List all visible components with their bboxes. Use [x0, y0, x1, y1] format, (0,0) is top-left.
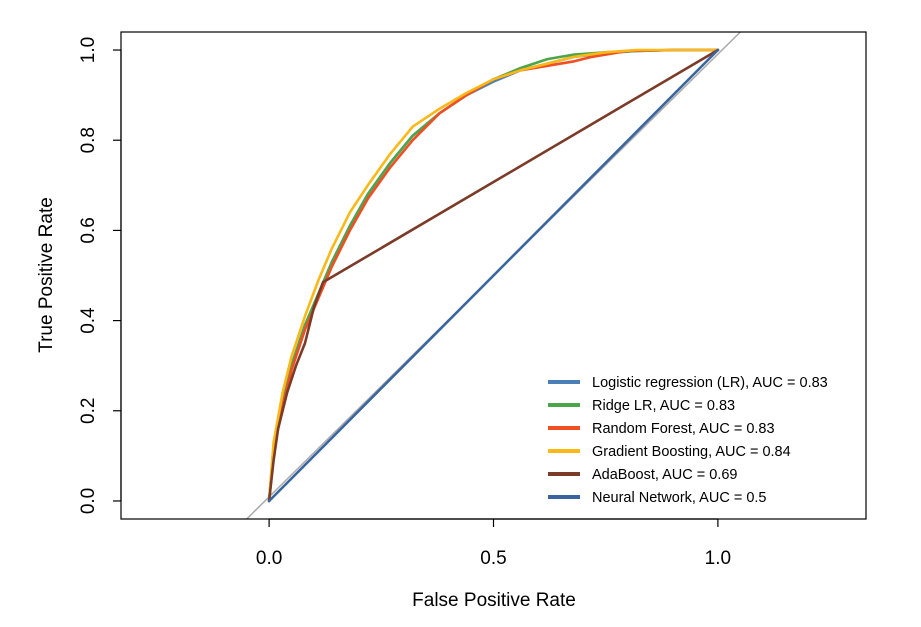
y-tick-label: 1.0 — [78, 37, 99, 63]
series-line-5 — [267, 48, 720, 503]
series-line-2 — [267, 48, 720, 503]
y-tick-label: 0.8 — [78, 127, 99, 153]
y-tick-label: 0.0 — [78, 488, 99, 514]
y-axis-label: True Positive Rate — [36, 197, 57, 353]
series-line-4 — [267, 48, 720, 503]
legend-label-2: Random Forest, AUC = 0.83 — [592, 421, 775, 437]
legend-label-4: AdaBoost, AUC = 0.69 — [592, 467, 738, 483]
legend-label-0: Logistic regression (LR), AUC = 0.83 — [592, 375, 828, 391]
y-tick-label: 0.4 — [78, 307, 99, 334]
series-line-3 — [267, 48, 720, 503]
x-axis-label: False Positive Rate — [412, 590, 576, 611]
y-tick-label: 0.6 — [78, 217, 99, 243]
x-tick-label: 0.5 — [480, 548, 506, 569]
legend-label-1: Ridge LR, AUC = 0.83 — [592, 398, 735, 414]
y-tick-label: 0.2 — [78, 398, 99, 424]
x-tick-label: 0.0 — [256, 548, 282, 569]
legend-label-5: Neural Network, AUC = 0.5 — [592, 490, 766, 506]
legend-label-3: Gradient Boosting, AUC = 0.84 — [592, 444, 791, 460]
y-axis: 0.0 0.2 0.4 0.6 0.8 1.0 — [78, 37, 122, 514]
legend: Logistic regression (LR), AUC = 0.83 Ridg… — [548, 375, 828, 506]
x-axis: 0.0 0.5 1.0 — [256, 518, 731, 569]
x-tick-label: 1.0 — [705, 548, 731, 569]
series-lines — [267, 48, 720, 503]
